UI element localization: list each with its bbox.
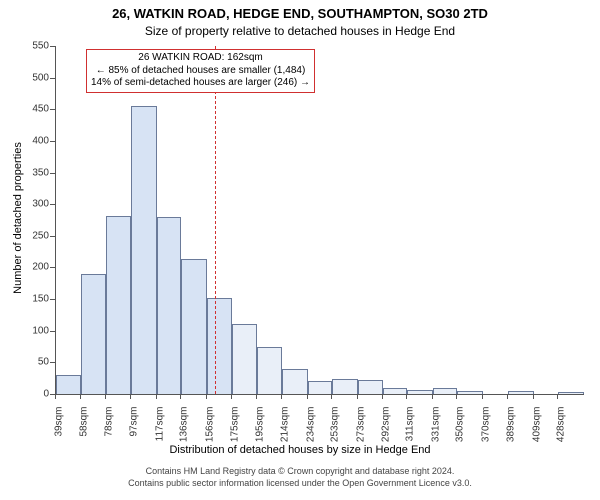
x-tick-label: 39sqm [54, 407, 65, 437]
x-tick-label: 428sqm [556, 407, 567, 443]
y-tick-label: 350 [32, 167, 49, 178]
x-tick-label: 370sqm [481, 407, 492, 443]
y-tick-mark [50, 173, 55, 174]
y-tick-label: 200 [32, 262, 49, 273]
y-tick-mark [50, 362, 55, 363]
annotation-line2: ← 85% of detached houses are smaller (1,… [96, 65, 306, 76]
x-tick-label: 156sqm [205, 407, 216, 443]
histogram-bar [558, 392, 584, 394]
x-tick-mark [432, 394, 433, 399]
y-tick-label: 150 [32, 294, 49, 305]
x-tick-label: 311sqm [405, 407, 416, 442]
x-tick-label: 97sqm [128, 407, 139, 437]
y-tick-label: 250 [32, 230, 49, 241]
x-tick-mark [357, 394, 358, 399]
x-tick-mark [557, 394, 558, 399]
x-tick-label: 253sqm [330, 407, 341, 443]
y-axis-label: Number of detached properties [12, 128, 24, 308]
histogram-bar [358, 380, 383, 394]
chart-title: 26, WATKIN ROAD, HEDGE END, SOUTHAMPTON,… [0, 6, 600, 21]
y-tick-mark [50, 141, 55, 142]
property-size-chart: 26, WATKIN ROAD, HEDGE END, SOUTHAMPTON,… [0, 0, 600, 500]
x-tick-mark [307, 394, 308, 399]
annotation-line3: 14% of semi-detached houses are larger (… [91, 77, 310, 88]
x-tick-mark [130, 394, 131, 399]
footer-line1: Contains HM Land Registry data © Crown c… [146, 466, 455, 476]
y-tick-mark [50, 109, 55, 110]
y-tick-mark [50, 331, 55, 332]
x-tick-label: 350sqm [455, 407, 466, 443]
x-tick-mark [456, 394, 457, 399]
x-tick-mark [331, 394, 332, 399]
x-tick-label: 117sqm [154, 407, 165, 442]
annotation-line1: 26 WATKIN ROAD: 162sqm [138, 52, 262, 63]
footer-line2: Contains public sector information licen… [128, 478, 472, 488]
x-tick-mark [156, 394, 157, 399]
histogram-bar [332, 379, 358, 394]
x-tick-mark [256, 394, 257, 399]
x-tick-mark [482, 394, 483, 399]
annotation-callout: 26 WATKIN ROAD: 162sqm ← 85% of detached … [86, 49, 315, 93]
plot-area: 26 WATKIN ROAD: 162sqm ← 85% of detached … [55, 46, 584, 395]
reference-line [215, 46, 216, 394]
x-tick-label: 273sqm [356, 407, 367, 443]
x-tick-mark [55, 394, 56, 399]
x-axis-label: Distribution of detached houses by size … [0, 444, 600, 456]
y-tick-mark [50, 78, 55, 79]
y-tick-mark [50, 299, 55, 300]
y-tick-label: 550 [32, 41, 49, 52]
histogram-bar [407, 390, 433, 394]
x-tick-mark [206, 394, 207, 399]
histogram-bar [56, 375, 81, 394]
x-tick-label: 195sqm [255, 407, 266, 443]
histogram-bar [457, 391, 483, 394]
y-tick-mark [50, 236, 55, 237]
y-tick-label: 300 [32, 199, 49, 210]
y-tick-label: 50 [38, 357, 49, 368]
footer-attribution: Contains HM Land Registry data © Crown c… [0, 466, 600, 489]
y-tick-mark [50, 204, 55, 205]
x-tick-label: 78sqm [104, 407, 115, 437]
x-tick-mark [231, 394, 232, 399]
histogram-bar [308, 381, 333, 394]
histogram-bar [81, 274, 107, 394]
x-tick-mark [507, 394, 508, 399]
x-tick-label: 214sqm [279, 407, 290, 443]
x-tick-label: 409sqm [531, 407, 542, 443]
x-tick-label: 136sqm [179, 407, 190, 443]
x-tick-mark [180, 394, 181, 399]
histogram-bar [433, 388, 458, 394]
x-tick-label: 389sqm [505, 407, 516, 443]
x-tick-mark [281, 394, 282, 399]
histogram-bar [131, 106, 157, 394]
histogram-bar [383, 388, 408, 394]
x-tick-mark [105, 394, 106, 399]
y-tick-label: 100 [32, 325, 49, 336]
chart-subtitle: Size of property relative to detached ho… [0, 24, 600, 38]
x-tick-label: 175sqm [229, 407, 240, 443]
y-tick-label: 450 [32, 104, 49, 115]
y-tick-label: 0 [43, 389, 49, 400]
x-tick-label: 234sqm [305, 407, 316, 443]
x-tick-mark [80, 394, 81, 399]
y-tick-label: 400 [32, 135, 49, 146]
y-tick-label: 500 [32, 72, 49, 83]
histogram-bar [232, 324, 258, 394]
histogram-bar [207, 298, 232, 394]
x-tick-label: 58sqm [78, 407, 89, 437]
x-tick-mark [533, 394, 534, 399]
x-tick-label: 292sqm [380, 407, 391, 443]
y-tick-mark [50, 267, 55, 268]
histogram-bar [257, 347, 282, 394]
histogram-bar [508, 391, 534, 394]
histogram-bar [181, 259, 207, 394]
histogram-bar [106, 216, 131, 394]
y-tick-mark [50, 46, 55, 47]
x-tick-label: 331sqm [430, 407, 441, 443]
x-tick-mark [406, 394, 407, 399]
x-tick-mark [382, 394, 383, 399]
histogram-bar [157, 217, 182, 394]
histogram-bar [282, 369, 308, 394]
